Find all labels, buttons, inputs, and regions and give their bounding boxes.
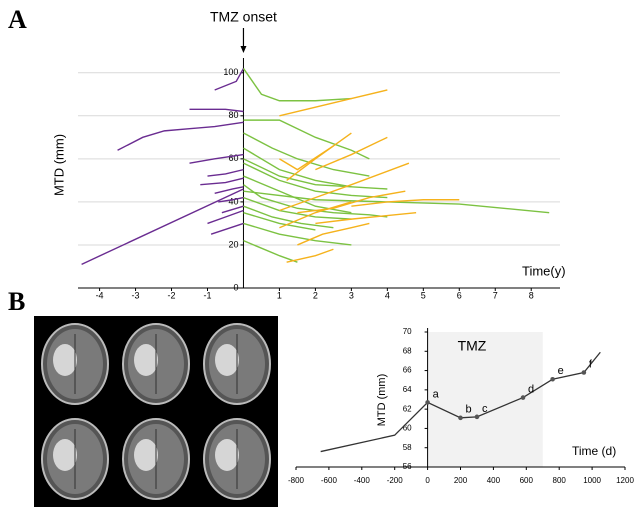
y-axis-label: MTD (mm) xyxy=(51,134,66,196)
mri-lesion xyxy=(53,344,77,376)
y-tick-label: 0 xyxy=(233,282,238,292)
series-line xyxy=(315,137,387,169)
x-axis-label: Time(y) xyxy=(522,263,566,278)
point-label: d xyxy=(528,383,534,395)
series-line xyxy=(211,223,243,234)
x-tick-label: -3 xyxy=(132,290,140,300)
x-tick-label: -200 xyxy=(387,476,404,485)
image-label: f xyxy=(201,414,205,429)
series-line xyxy=(243,241,297,263)
x-tick-label: 2 xyxy=(313,290,318,300)
point-label: e xyxy=(558,365,564,377)
data-point xyxy=(425,400,430,405)
figure: A B abcdef020406080100-4-3-2-112345678TM… xyxy=(0,0,640,512)
data-point xyxy=(475,415,480,420)
x-tick-label: -800 xyxy=(288,476,305,485)
x-tick-label: -600 xyxy=(321,476,338,485)
x-tick-label: 6 xyxy=(457,290,462,300)
x-tick-label: 8 xyxy=(529,290,534,300)
series-line xyxy=(207,170,243,176)
x-tick-label: 4 xyxy=(385,290,390,300)
y-tick-label: 60 xyxy=(228,153,238,163)
image-label: c xyxy=(201,319,208,334)
series-line xyxy=(82,189,244,264)
y-axis-label: MTD (mm) xyxy=(376,374,388,427)
series-line xyxy=(243,68,351,100)
mri-lesion xyxy=(215,344,239,376)
data-point xyxy=(458,416,463,421)
mri-lesion xyxy=(215,439,239,471)
x-tick-label: 600 xyxy=(520,476,534,485)
panel-label: A xyxy=(8,5,27,34)
panel-label: B xyxy=(8,287,25,316)
point-label: c xyxy=(482,403,488,415)
series-line xyxy=(287,133,352,180)
image-label: b xyxy=(120,319,127,334)
x-tick-label: 200 xyxy=(454,476,468,485)
y-tick-label: 64 xyxy=(403,385,412,394)
x-tick-label: 1 xyxy=(277,290,282,300)
annotation-arrowhead xyxy=(240,46,246,53)
annotation: TMZ onset xyxy=(210,9,277,25)
y-tick-label: 58 xyxy=(403,443,412,452)
mri-lesion xyxy=(134,439,158,471)
x-tick-label: 0 xyxy=(425,476,430,485)
y-tick-label: 68 xyxy=(403,346,412,355)
x-tick-label: 3 xyxy=(349,290,354,300)
image-label: a xyxy=(39,319,47,334)
y-tick-label: 100 xyxy=(223,67,238,77)
series-line xyxy=(243,120,369,159)
series-line xyxy=(215,187,244,193)
x-tick-label: 400 xyxy=(487,476,501,485)
data-point xyxy=(521,395,526,400)
series-line xyxy=(200,178,243,184)
x-axis-label: Time (d) xyxy=(572,444,616,458)
y-tick-label: 66 xyxy=(403,366,412,375)
y-tick-label: 62 xyxy=(403,404,412,413)
point-label: b xyxy=(466,404,472,416)
y-tick-label: 80 xyxy=(228,110,238,120)
annotation: TMZ xyxy=(458,338,487,354)
y-tick-label: 20 xyxy=(228,239,238,249)
x-tick-label: -2 xyxy=(168,290,176,300)
x-tick-label: -4 xyxy=(96,290,104,300)
series-line xyxy=(279,90,387,116)
data-point xyxy=(550,377,555,382)
point-label: a xyxy=(433,388,440,400)
x-tick-label: 800 xyxy=(553,476,567,485)
point-label: f xyxy=(589,358,593,370)
mri-lesion xyxy=(134,344,158,376)
y-tick-label: 70 xyxy=(403,327,412,336)
mri-lesion xyxy=(53,439,77,471)
series-line xyxy=(297,223,369,245)
x-tick-label: 5 xyxy=(421,290,426,300)
data-point xyxy=(582,370,587,375)
x-tick-label: 1200 xyxy=(616,476,634,485)
x-tick-label: 1000 xyxy=(583,476,601,485)
image-label: d xyxy=(39,414,46,429)
x-tick-label: -1 xyxy=(203,290,211,300)
image-label: e xyxy=(120,414,127,429)
series-line xyxy=(118,122,244,150)
x-tick-label: 7 xyxy=(493,290,498,300)
y-tick-label: 40 xyxy=(228,196,238,206)
series-line xyxy=(287,249,334,262)
series-line xyxy=(207,211,243,224)
x-tick-label: -400 xyxy=(354,476,371,485)
